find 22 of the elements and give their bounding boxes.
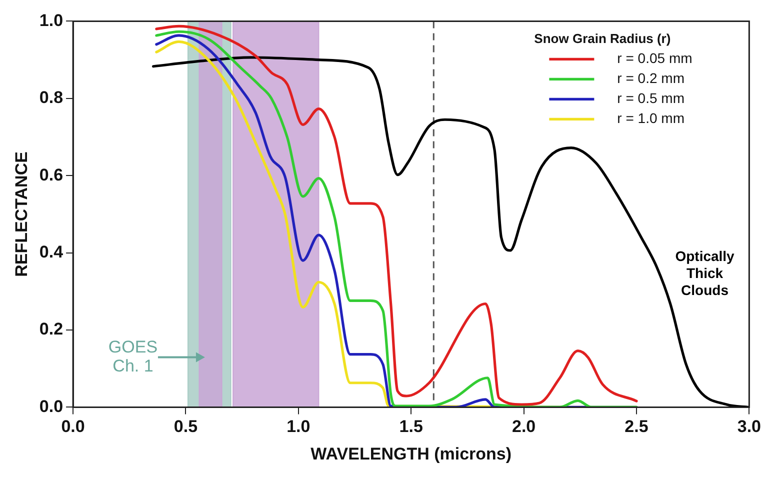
legend-label: r = 0.2 mm [617, 70, 684, 86]
y-tick-label: 0.6 [39, 165, 64, 184]
y-axis-title: REFLECTANCE [12, 152, 31, 277]
x-tick-label: 2.0 [512, 417, 536, 436]
band-label: GOES Ch. 1 [108, 337, 158, 376]
x-tick-label: 1.0 [286, 417, 310, 436]
x-axis-title: WAVELENGTH (microns) [310, 444, 512, 464]
y-tick-label: 0.4 [39, 242, 64, 262]
x-tick-label: 0.0 [61, 417, 85, 436]
legend-label: r = 0.5 mm [617, 90, 684, 106]
legend-label: r = 0.05 mm [617, 50, 692, 66]
x-tick-label: 1.5 [399, 417, 423, 436]
x-tick-label: 0.5 [174, 417, 198, 436]
y-tick-label: 0.2 [39, 320, 64, 339]
y-tick-label: 0.0 [39, 396, 64, 416]
x-tick-label: 2.5 [624, 417, 648, 436]
legend-label: r = 1.0 mm [617, 110, 684, 126]
y-tick-label: 0.8 [39, 88, 64, 108]
x-tick-label: 3.0 [737, 417, 762, 436]
legend-title: Snow Grain Radius (r) [534, 30, 671, 46]
series-label: Optically Thick Clouds [675, 248, 735, 298]
y-tick-label: 1.0 [39, 10, 64, 30]
